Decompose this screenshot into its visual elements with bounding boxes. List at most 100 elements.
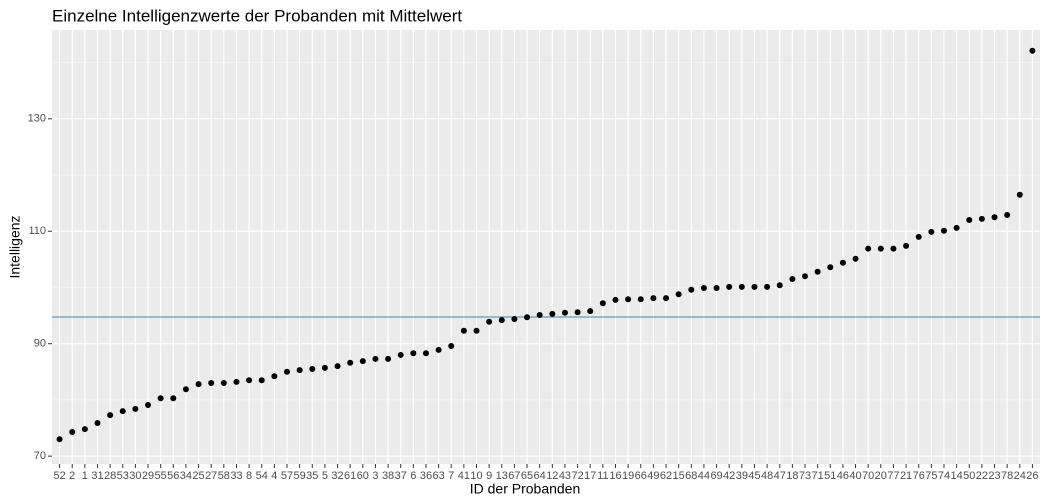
point	[107, 412, 114, 419]
x-tick-label: 35	[306, 470, 318, 482]
x-tick-label: 50	[963, 470, 975, 482]
point	[625, 296, 632, 303]
point	[296, 367, 303, 374]
x-tick-label: 36	[420, 470, 432, 482]
x-tick-label: 5	[322, 470, 328, 482]
y-tick-label: 70	[34, 450, 46, 462]
point	[511, 315, 518, 322]
x-tick-label: 58	[218, 470, 230, 482]
point	[246, 377, 253, 384]
x-tick-label: 31	[91, 470, 103, 482]
x-tick-label: 8	[246, 470, 252, 482]
x-tick-label: 4	[271, 470, 277, 482]
x-tick-label: 74	[938, 470, 950, 482]
point	[966, 217, 973, 224]
point	[347, 359, 354, 366]
point	[397, 351, 404, 358]
x-tick-label: 68	[685, 470, 697, 482]
point	[81, 426, 88, 433]
point	[486, 318, 493, 325]
x-tick-label: 13	[496, 470, 508, 482]
point	[713, 285, 720, 292]
point	[182, 386, 189, 393]
point	[688, 286, 695, 293]
point	[258, 377, 265, 384]
y-axis-label: Intelligenz	[7, 215, 23, 278]
x-tick-label: 70	[862, 470, 874, 482]
x-tick-label: 42	[723, 470, 735, 482]
x-tick-label: 24	[1014, 470, 1026, 482]
x-tick-label: 56	[167, 470, 179, 482]
x-tick-label: 29	[142, 470, 154, 482]
x-tick-label: 61	[344, 470, 356, 482]
x-tick-label: 34	[180, 470, 192, 482]
point	[524, 314, 531, 321]
x-tick-label: 26	[1026, 470, 1038, 482]
x-tick-label: 16	[609, 470, 621, 482]
point	[802, 273, 809, 280]
x-tick-label: 1	[82, 470, 88, 482]
point	[1016, 191, 1023, 198]
x-tick-label: 33	[230, 470, 242, 482]
point	[536, 312, 543, 319]
x-tick-label: 78	[1001, 470, 1013, 482]
x-tick-label: 7	[448, 470, 454, 482]
x-tick-label: 37	[395, 470, 407, 482]
x-tick-label: 55	[155, 470, 167, 482]
x-tick-label: 57	[281, 470, 293, 482]
x-tick-label: 45	[748, 470, 760, 482]
point	[233, 378, 240, 385]
x-tick-label: 48	[761, 470, 773, 482]
point	[385, 355, 392, 362]
point	[915, 233, 922, 240]
x-tick-label: 72	[571, 470, 583, 482]
point	[422, 350, 429, 357]
x-tick-label: 40	[849, 470, 861, 482]
x-tick-label: 28	[104, 470, 116, 482]
point	[473, 327, 480, 334]
x-tick-label: 38	[382, 470, 394, 482]
point	[877, 245, 884, 252]
x-tick-label: 11	[597, 470, 608, 482]
point	[738, 283, 745, 290]
point	[776, 282, 783, 289]
point	[372, 355, 379, 362]
x-tick-label: 46	[837, 470, 849, 482]
chart-title: Einzelne Intelligenzwerte der Probanden …	[52, 6, 462, 25]
x-tick-label: 52	[53, 470, 65, 482]
point	[498, 317, 505, 324]
point	[119, 408, 126, 415]
point	[283, 368, 290, 375]
point	[789, 276, 796, 283]
point	[700, 285, 707, 292]
x-tick-label: 69	[710, 470, 722, 482]
point	[359, 358, 366, 365]
point	[940, 227, 947, 234]
x-tick-label: 62	[660, 470, 672, 482]
point	[435, 346, 442, 353]
x-tick-label: 22	[976, 470, 988, 482]
x-tick-label: 44	[698, 470, 710, 482]
x-tick-label: 75	[925, 470, 937, 482]
point	[751, 283, 758, 290]
x-tick-label: 32	[331, 470, 343, 482]
point	[827, 264, 834, 271]
y-tick-label: 110	[28, 225, 46, 237]
x-axis-label: ID der Probanden	[470, 481, 581, 497]
point	[410, 350, 417, 357]
point	[599, 300, 606, 307]
point	[928, 228, 935, 235]
point	[587, 308, 594, 315]
point	[839, 259, 846, 266]
x-tick-label: 14	[950, 470, 962, 482]
x-tick-label: 64	[534, 470, 546, 482]
point	[448, 342, 455, 349]
x-tick-label: 17	[584, 470, 596, 482]
x-tick-label: 63	[432, 470, 444, 482]
x-tick-label: 76	[913, 470, 925, 482]
point	[637, 296, 644, 303]
x-tick-label: 43	[559, 470, 571, 482]
point	[321, 364, 328, 371]
